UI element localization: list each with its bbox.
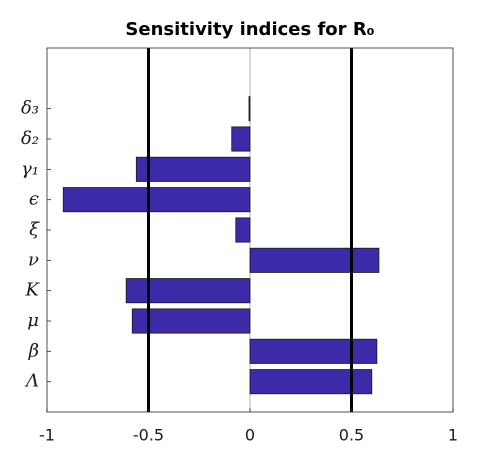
x-tick-label: 0 (245, 426, 255, 445)
y-tick-label: K (25, 280, 41, 301)
y-tick-label: δ₂ (21, 128, 39, 149)
bar (135, 156, 251, 182)
x-tick-label: -0.5 (133, 426, 164, 445)
x-tick-label: -1 (39, 426, 55, 445)
y-tick-label: Λ (24, 371, 39, 392)
bar (249, 247, 380, 273)
bar (249, 338, 378, 364)
y-tick-label: γ₁ (21, 158, 39, 179)
bar (231, 126, 251, 152)
bar (248, 96, 251, 122)
y-tick-label: δ₃ (21, 98, 39, 119)
y-tick-label: ϵ (29, 189, 39, 210)
bar (235, 217, 251, 243)
x-tick-label: 0.5 (339, 426, 364, 445)
plot-frame (46, 47, 454, 413)
y-tick-label: β (28, 340, 39, 361)
bar (131, 308, 251, 334)
x-tick-label: 1 (448, 426, 458, 445)
y-tick-label: ξ (29, 219, 40, 240)
y-tick-label: ν (28, 249, 39, 270)
bar (249, 369, 373, 395)
bar (62, 187, 251, 213)
bar (125, 278, 251, 304)
y-tick-label: μ (27, 310, 39, 331)
chart-title: Sensitivity indices for R₀ (125, 19, 374, 40)
